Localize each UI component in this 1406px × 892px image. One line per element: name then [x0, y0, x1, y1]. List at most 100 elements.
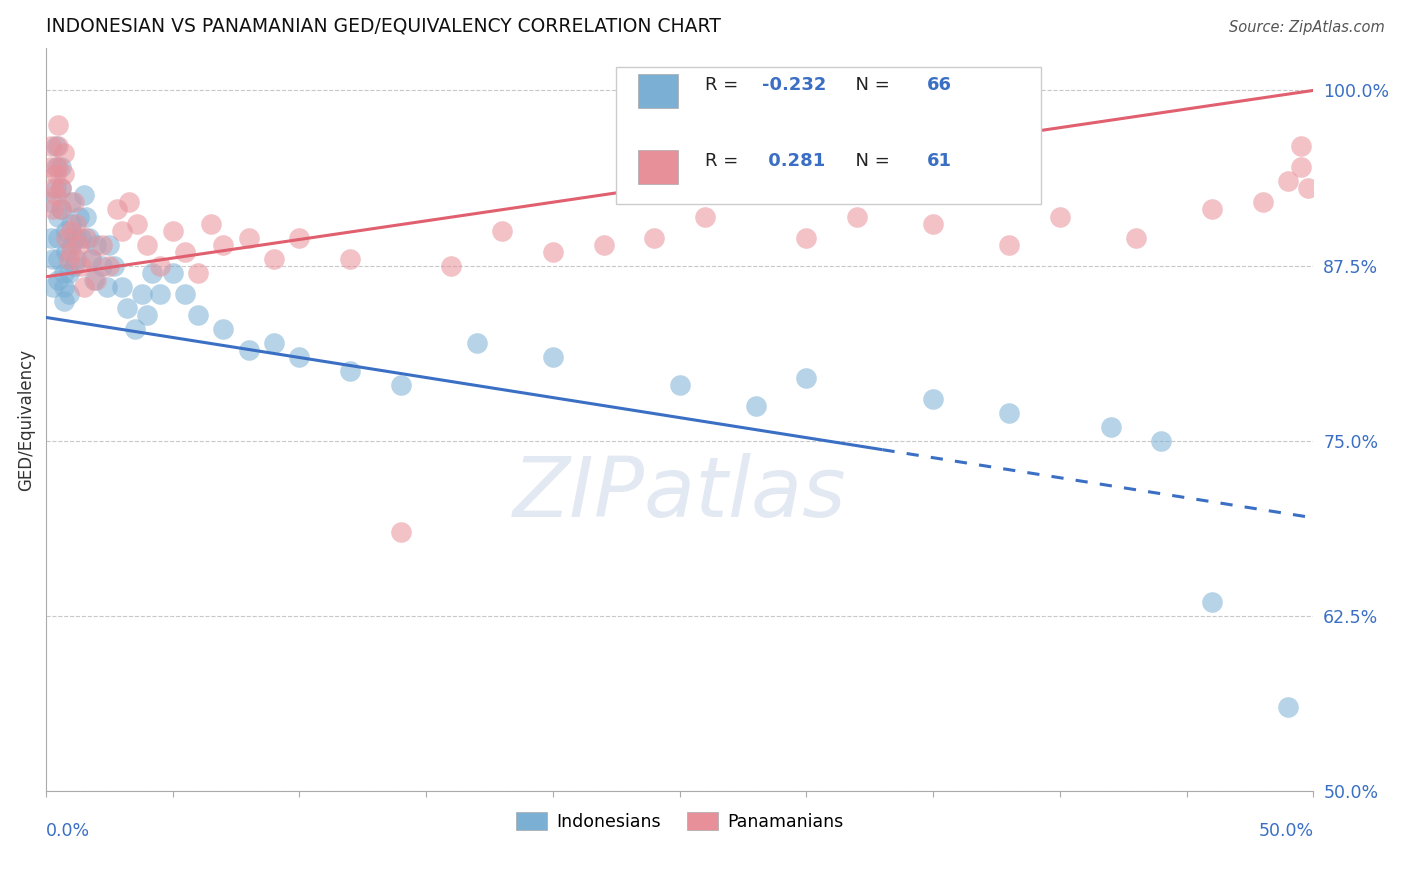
Point: [922, 217, 945, 231]
Point: [60, 223, 83, 237]
Point: [52, 266, 75, 280]
Point: [263, 252, 285, 266]
Point: [491, 223, 513, 237]
Point: [1277, 174, 1299, 188]
Point: [60, 244, 83, 259]
Point: [48, 272, 70, 286]
Point: [541, 244, 564, 259]
Point: [70, 259, 93, 273]
Point: [238, 230, 260, 244]
Point: [1099, 419, 1122, 434]
Point: [200, 217, 222, 231]
Point: [288, 350, 311, 364]
Point: [77, 230, 100, 244]
Point: [1251, 195, 1274, 210]
Point: [55, 230, 77, 244]
Point: [86, 272, 108, 286]
Point: [70, 230, 93, 244]
Point: [62, 259, 84, 273]
Point: [52, 146, 75, 161]
Point: [45, 168, 67, 182]
Point: [48, 252, 70, 266]
Point: [86, 237, 108, 252]
Point: [187, 266, 209, 280]
FancyBboxPatch shape: [638, 74, 678, 108]
Point: [65, 217, 87, 231]
Point: [162, 223, 184, 237]
Point: [440, 259, 463, 273]
Point: [60, 195, 83, 210]
Point: [115, 301, 138, 315]
Point: [1201, 595, 1223, 609]
Point: [90, 237, 112, 252]
Point: [73, 279, 96, 293]
Point: [58, 252, 80, 266]
Point: [42, 279, 65, 293]
FancyBboxPatch shape: [638, 150, 678, 184]
Point: [45, 161, 67, 175]
Point: [339, 252, 361, 266]
Text: N =: N =: [845, 77, 896, 95]
Point: [592, 237, 614, 252]
Point: [149, 259, 172, 273]
Point: [1277, 700, 1299, 714]
Point: [58, 286, 80, 301]
Point: [174, 244, 197, 259]
Point: [80, 252, 103, 266]
Point: [212, 237, 235, 252]
Point: [49, 202, 72, 217]
Text: R =: R =: [704, 77, 744, 95]
Y-axis label: GED/Equivalency: GED/Equivalency: [17, 349, 35, 491]
Point: [103, 259, 125, 273]
Point: [1298, 181, 1320, 195]
Point: [118, 195, 141, 210]
Point: [1289, 161, 1312, 175]
Point: [45, 188, 67, 202]
Point: [80, 252, 103, 266]
Point: [796, 370, 818, 384]
Point: [45, 139, 67, 153]
Point: [55, 223, 77, 237]
Point: [136, 308, 159, 322]
Point: [1125, 230, 1147, 244]
Point: [105, 202, 128, 217]
Point: [73, 188, 96, 202]
Point: [263, 335, 285, 350]
Point: [62, 195, 84, 210]
Point: [52, 293, 75, 308]
Text: N =: N =: [845, 153, 896, 170]
Point: [48, 161, 70, 175]
Point: [39, 139, 62, 153]
Point: [39, 195, 62, 210]
Point: [1289, 139, 1312, 153]
Text: 66: 66: [927, 77, 952, 95]
Text: -0.232: -0.232: [762, 77, 827, 95]
Point: [49, 181, 72, 195]
Text: 0.281: 0.281: [762, 153, 825, 170]
Point: [39, 230, 62, 244]
Point: [55, 244, 77, 259]
Point: [643, 230, 665, 244]
Point: [693, 210, 716, 224]
Text: 61: 61: [927, 153, 952, 170]
Point: [998, 237, 1021, 252]
Point: [49, 181, 72, 195]
Text: 50.0%: 50.0%: [1258, 822, 1313, 839]
Point: [75, 210, 97, 224]
Point: [49, 161, 72, 175]
Point: [65, 230, 87, 244]
Point: [58, 266, 80, 280]
Point: [1201, 202, 1223, 217]
Point: [465, 335, 488, 350]
Point: [212, 321, 235, 335]
Point: [125, 217, 148, 231]
Point: [124, 321, 146, 335]
Point: [98, 237, 121, 252]
Point: [48, 119, 70, 133]
Point: [668, 377, 690, 392]
Point: [174, 286, 197, 301]
Point: [49, 202, 72, 217]
Point: [1049, 210, 1071, 224]
Point: [60, 217, 83, 231]
Point: [48, 139, 70, 153]
